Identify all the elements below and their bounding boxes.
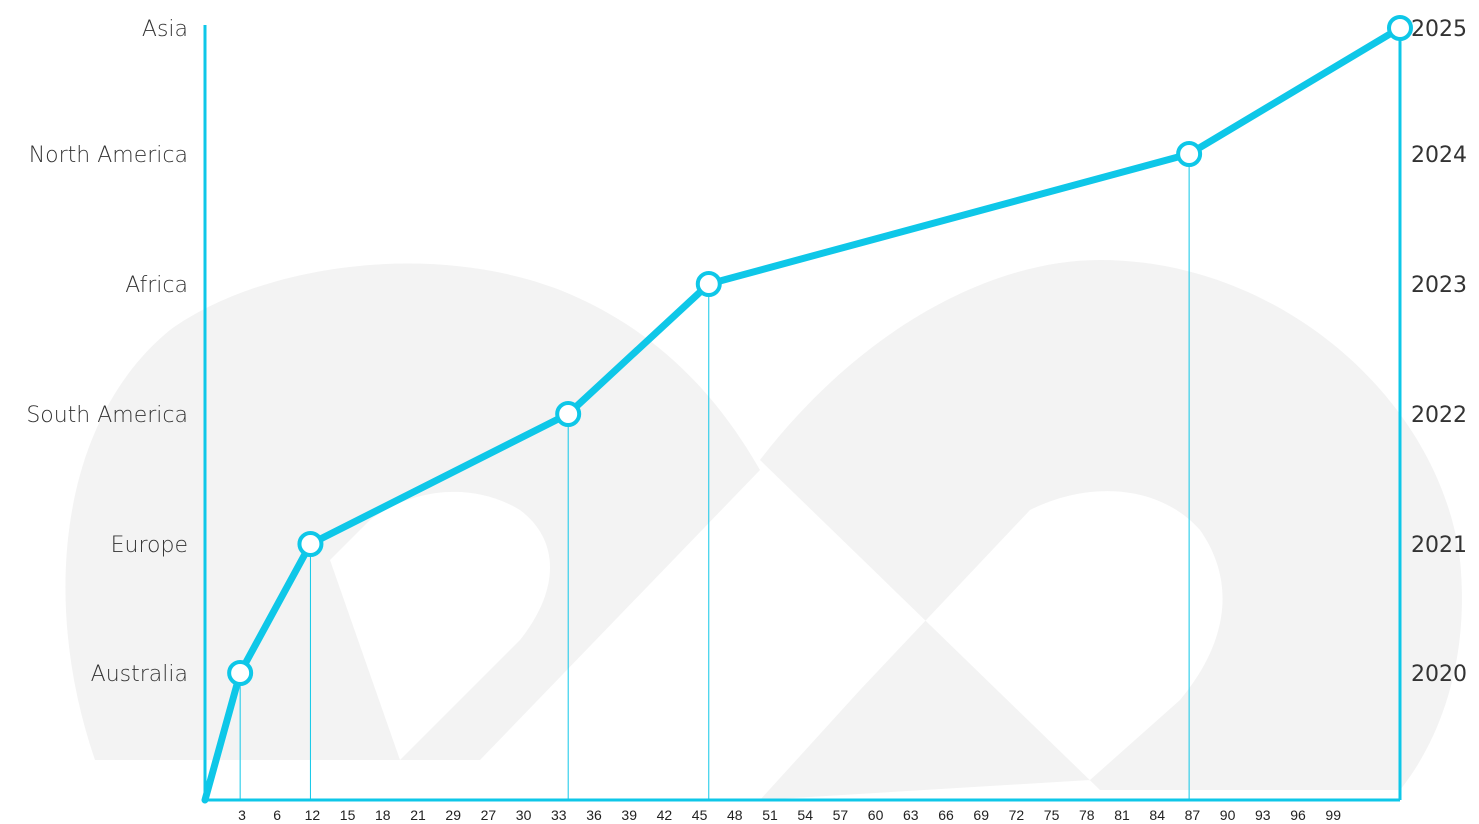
- x-tick-label: 99: [1325, 807, 1341, 823]
- drop-lines: [239, 154, 1190, 800]
- x-tick-label: 96: [1290, 807, 1306, 823]
- x-tick-label: 63: [903, 807, 919, 823]
- x-tick-label: 51: [762, 807, 778, 823]
- x-tick-label: 36: [586, 807, 602, 823]
- left-category-label: Africa: [125, 273, 188, 298]
- right-year-label: 2023: [1411, 273, 1467, 298]
- x-tick-label: 48: [727, 807, 743, 823]
- data-point-marker: [555, 401, 582, 427]
- watermark-20: [65, 260, 1462, 800]
- right-year-label: 2021: [1411, 533, 1467, 558]
- axes: [203, 25, 1402, 802]
- data-point-marker: [297, 531, 324, 557]
- x-tick-label: 69: [973, 807, 989, 823]
- data-point-marker: [1387, 15, 1413, 41]
- right-year-label: 2024: [1411, 143, 1467, 168]
- x-tick-label: 3: [238, 807, 246, 823]
- left-category-label: North America: [29, 143, 188, 168]
- x-tick-label: 12: [305, 807, 321, 823]
- left-category-labels: Australia Europe South America Africa North …: [26, 17, 188, 687]
- left-category-label: Asia: [142, 17, 188, 42]
- x-tick-label: 45: [692, 807, 708, 823]
- x-tick-label: 93: [1255, 807, 1271, 823]
- left-category-label: Europe: [111, 533, 188, 558]
- x-tick-label: 30: [516, 807, 532, 823]
- x-tick-label: 90: [1220, 807, 1236, 823]
- right-year-label: 2022: [1411, 403, 1467, 428]
- x-tick-label: 81: [1114, 807, 1130, 823]
- watermark-digit-0: [760, 260, 1462, 800]
- x-tick-label: 33: [551, 807, 567, 823]
- watermark-digit-2: [65, 263, 760, 760]
- x-tick-label: 29: [445, 807, 461, 823]
- x-tick-label: 27: [481, 807, 497, 823]
- x-tick-label: 21: [410, 807, 426, 823]
- x-tick-label: 42: [657, 807, 673, 823]
- x-tick-label: 72: [1009, 807, 1025, 823]
- data-point-marker: [695, 271, 722, 297]
- left-category-label: South America: [26, 403, 188, 428]
- x-tick-label: 78: [1079, 807, 1095, 823]
- x-tick-label: 15: [340, 807, 356, 823]
- x-tick-label: 54: [797, 807, 813, 823]
- left-category-label: Australia: [91, 662, 188, 687]
- right-year-label: 2020: [1411, 662, 1467, 687]
- markers-group: [227, 15, 1413, 686]
- right-year-label: 2025: [1411, 17, 1467, 42]
- x-tick-label: 6: [273, 807, 281, 823]
- x-tick-label: 57: [833, 807, 849, 823]
- data-point-marker: [1176, 141, 1203, 167]
- x-tick-labels: 3 6 12 15 18 21 29 27 30 33 36 39 42 45 48 51 54 57 60 63 66…: [238, 807, 1341, 823]
- x-tick-label: 84: [1149, 807, 1165, 823]
- x-tick-label: 60: [868, 807, 884, 823]
- right-year-labels: 2020 2021 2022 2023 2024 2025: [1411, 17, 1467, 687]
- x-tick-label: 66: [938, 807, 954, 823]
- x-tick-label: 87: [1185, 807, 1201, 823]
- x-tick-label: 75: [1044, 807, 1060, 823]
- data-point-marker: [227, 660, 254, 686]
- x-tick-label: 39: [621, 807, 637, 823]
- x-tick-label: 18: [375, 807, 391, 823]
